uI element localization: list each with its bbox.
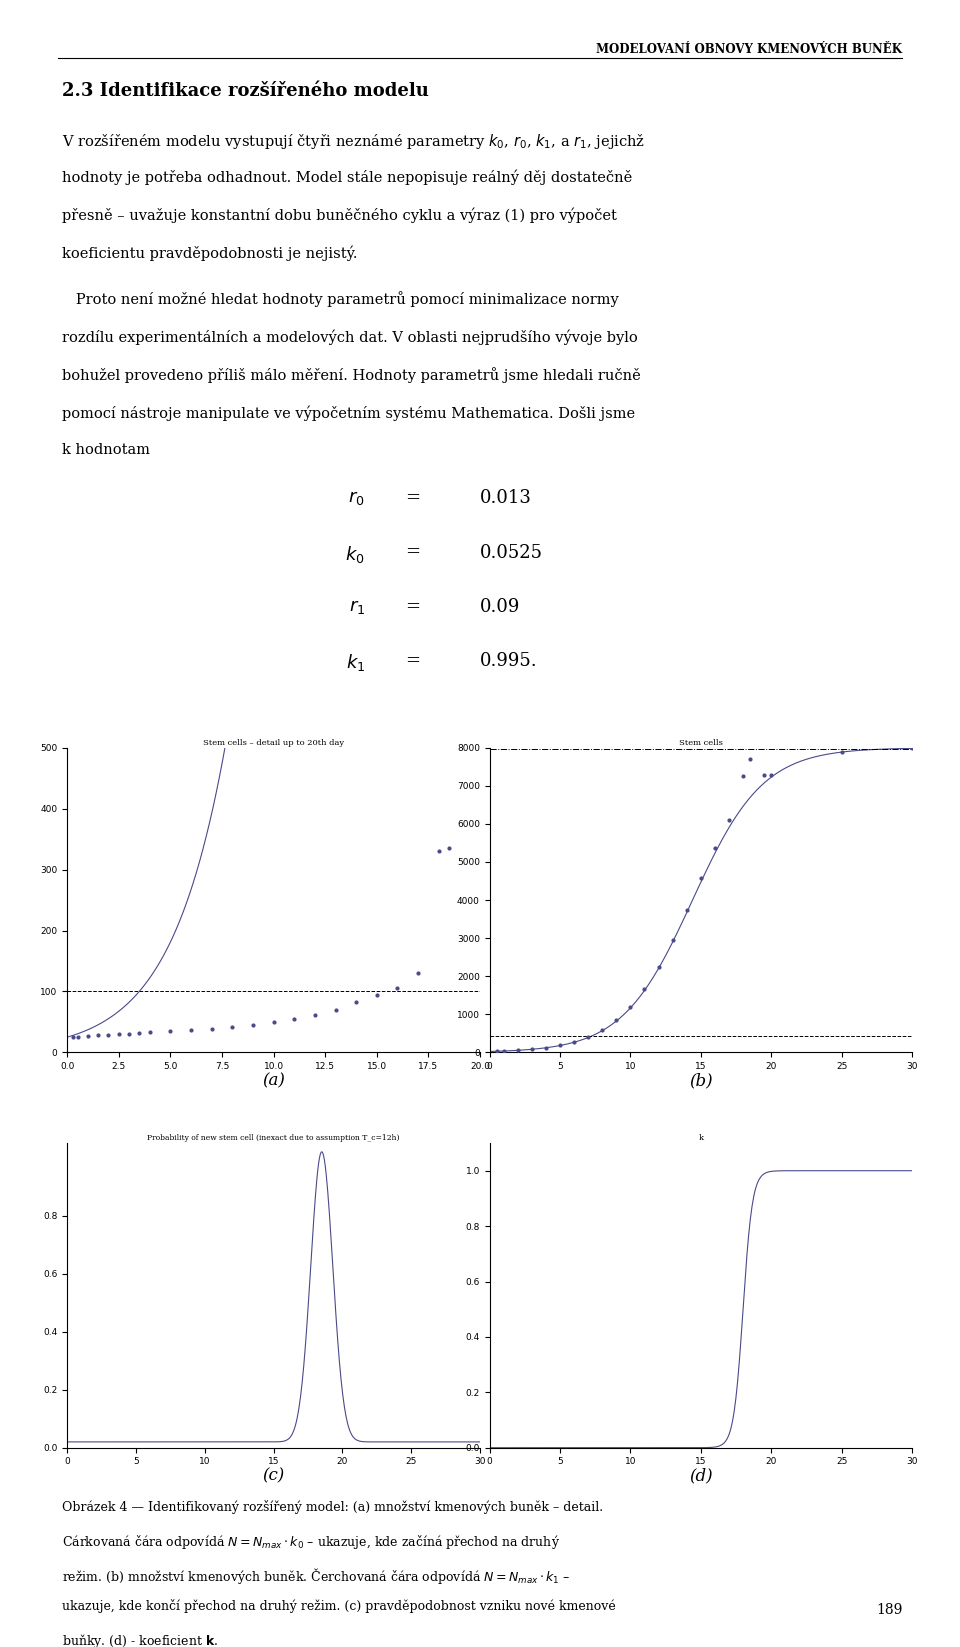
Point [80, 1023, 96, 1049]
Point [411, 960, 426, 987]
Point [651, 954, 666, 980]
Point [636, 977, 652, 1003]
Point [623, 993, 638, 1019]
Title: Probability of new stem cell (inexact due to assumption T_c=12h): Probability of new stem cell (inexact du… [147, 1135, 400, 1143]
Point [286, 1006, 301, 1033]
Point [489, 1038, 504, 1064]
Text: Obrázek 4 — Identifikovaný rozšířený model: (a) množství kmenových buněk – detai: Obrázek 4 — Identifikovaný rozšířený mod… [62, 1500, 604, 1515]
Point [111, 1021, 127, 1047]
Text: 0.013: 0.013 [480, 489, 532, 507]
Text: pomocí nástroje manipulate ve výpočetním systému Mathematica. Došli jsme: pomocí nástroje manipulate ve výpočetním… [62, 405, 636, 420]
Point [65, 1024, 81, 1051]
Text: (d): (d) [689, 1467, 712, 1484]
Point [225, 1013, 240, 1039]
Point [594, 1016, 610, 1043]
Text: 0.995.: 0.995. [480, 652, 538, 670]
Point [348, 990, 364, 1016]
Text: přesně – uvažuje konstantní dobu buněčného cyklu a výraz (1) pro výpočet: přesně – uvažuje konstantní dobu buněčné… [62, 208, 617, 222]
Point [581, 1024, 596, 1051]
Text: (b): (b) [689, 1072, 712, 1089]
Point [834, 738, 850, 764]
Text: (c): (c) [262, 1467, 285, 1484]
Text: =: = [405, 652, 420, 670]
Point [431, 838, 446, 865]
Text: $k_1$: $k_1$ [346, 652, 365, 674]
Text: MODELOVANÍ OBNOVY KMENOVÝCH BUNĚK: MODELOVANÍ OBNOVY KMENOVÝCH BUNĚK [596, 43, 902, 56]
Point [496, 1038, 512, 1064]
Text: buňky. (d) - koeficient $\mathbf{k}$.: buňky. (d) - koeficient $\mathbf{k}$. [62, 1632, 219, 1647]
Point [609, 1006, 624, 1033]
Text: $r_1$: $r_1$ [348, 598, 365, 616]
Point [524, 1036, 540, 1062]
Point [307, 1001, 323, 1028]
Title: Stem cells: Stem cells [679, 740, 723, 748]
Point [679, 896, 694, 922]
Text: $r_0$: $r_0$ [348, 489, 365, 507]
Point [132, 1019, 147, 1046]
Text: Cárkovaná čára odpovídá $N = N_{max} \cdot k_0$ – ukazuje, kde začíná přechod na: Cárkovaná čára odpovídá $N = N_{max} \cd… [62, 1533, 561, 1551]
Title: Stem cells – detail up to 20th day: Stem cells – detail up to 20th day [203, 740, 345, 748]
Point [539, 1034, 554, 1061]
Point [266, 1010, 281, 1036]
Point [552, 1033, 567, 1059]
Point [763, 763, 779, 789]
Point [390, 975, 405, 1001]
Text: =: = [405, 544, 420, 562]
Text: $k_0$: $k_0$ [346, 544, 365, 565]
Text: ukazuje, kde končí přechod na druhý režim. (c) pravděpodobnost vzniku nové kmeno: ukazuje, kde končí přechod na druhý reži… [62, 1599, 616, 1614]
Text: (a): (a) [262, 1072, 285, 1089]
Point [510, 1038, 525, 1064]
Title: k: k [698, 1135, 704, 1143]
Point [566, 1029, 582, 1056]
Text: 0.0525: 0.0525 [480, 544, 543, 562]
Point [721, 807, 736, 833]
Text: 0.09: 0.09 [480, 598, 520, 616]
Text: Proto není možné hledat hodnoty parametrů pomocí minimalizace normy: Proto není možné hledat hodnoty parametr… [62, 292, 619, 308]
Point [245, 1011, 260, 1038]
Text: hodnoty je potřeba odhadnout. Model stále nepopisuje reálný děj dostatečně: hodnoty je potřeba odhadnout. Model stál… [62, 170, 633, 184]
Text: V rozšířeném modelu vystupují čtyři neznámé parametry $\mathit{k}_0$, $\mathit{r: V rozšířeném modelu vystupují čtyři nezn… [62, 132, 645, 152]
Point [204, 1016, 219, 1043]
Text: 189: 189 [876, 1603, 902, 1617]
Text: k hodnotam: k hodnotam [62, 443, 151, 458]
Point [121, 1021, 137, 1047]
Point [742, 746, 757, 772]
Point [327, 996, 344, 1023]
Point [756, 763, 772, 789]
Point [442, 835, 457, 861]
Point [183, 1016, 199, 1043]
Text: rozdílu experimentálních a modelových dat. V oblasti nejprudšího vývoje bylo: rozdílu experimentálních a modelových da… [62, 329, 638, 344]
Text: =: = [405, 489, 420, 507]
Point [735, 763, 751, 789]
Point [904, 735, 920, 761]
Point [162, 1018, 179, 1044]
Point [142, 1019, 157, 1046]
Point [693, 865, 708, 891]
Point [90, 1023, 106, 1049]
Point [665, 927, 681, 954]
Point [70, 1023, 85, 1049]
Text: koeficientu pravděpodobnosti je nejistý.: koeficientu pravděpodobnosti je nejistý. [62, 245, 358, 260]
Point [101, 1021, 116, 1047]
Text: 2.3 Identifikace rozšířeného modelu: 2.3 Identifikace rozšířeného modelu [62, 82, 429, 100]
Point [369, 982, 384, 1008]
Text: bohužel provedeno příliš málo měření. Hodnoty parametrů jsme hledali ručně: bohužel provedeno příliš málo měření. Ho… [62, 367, 641, 384]
Text: =: = [405, 598, 420, 616]
Point [708, 835, 723, 861]
Text: režim. (b) množství kmenových buněk. Čerchovaná čára odpovídá $N = N_{max} \cdot: režim. (b) množství kmenových buněk. Čer… [62, 1566, 571, 1586]
